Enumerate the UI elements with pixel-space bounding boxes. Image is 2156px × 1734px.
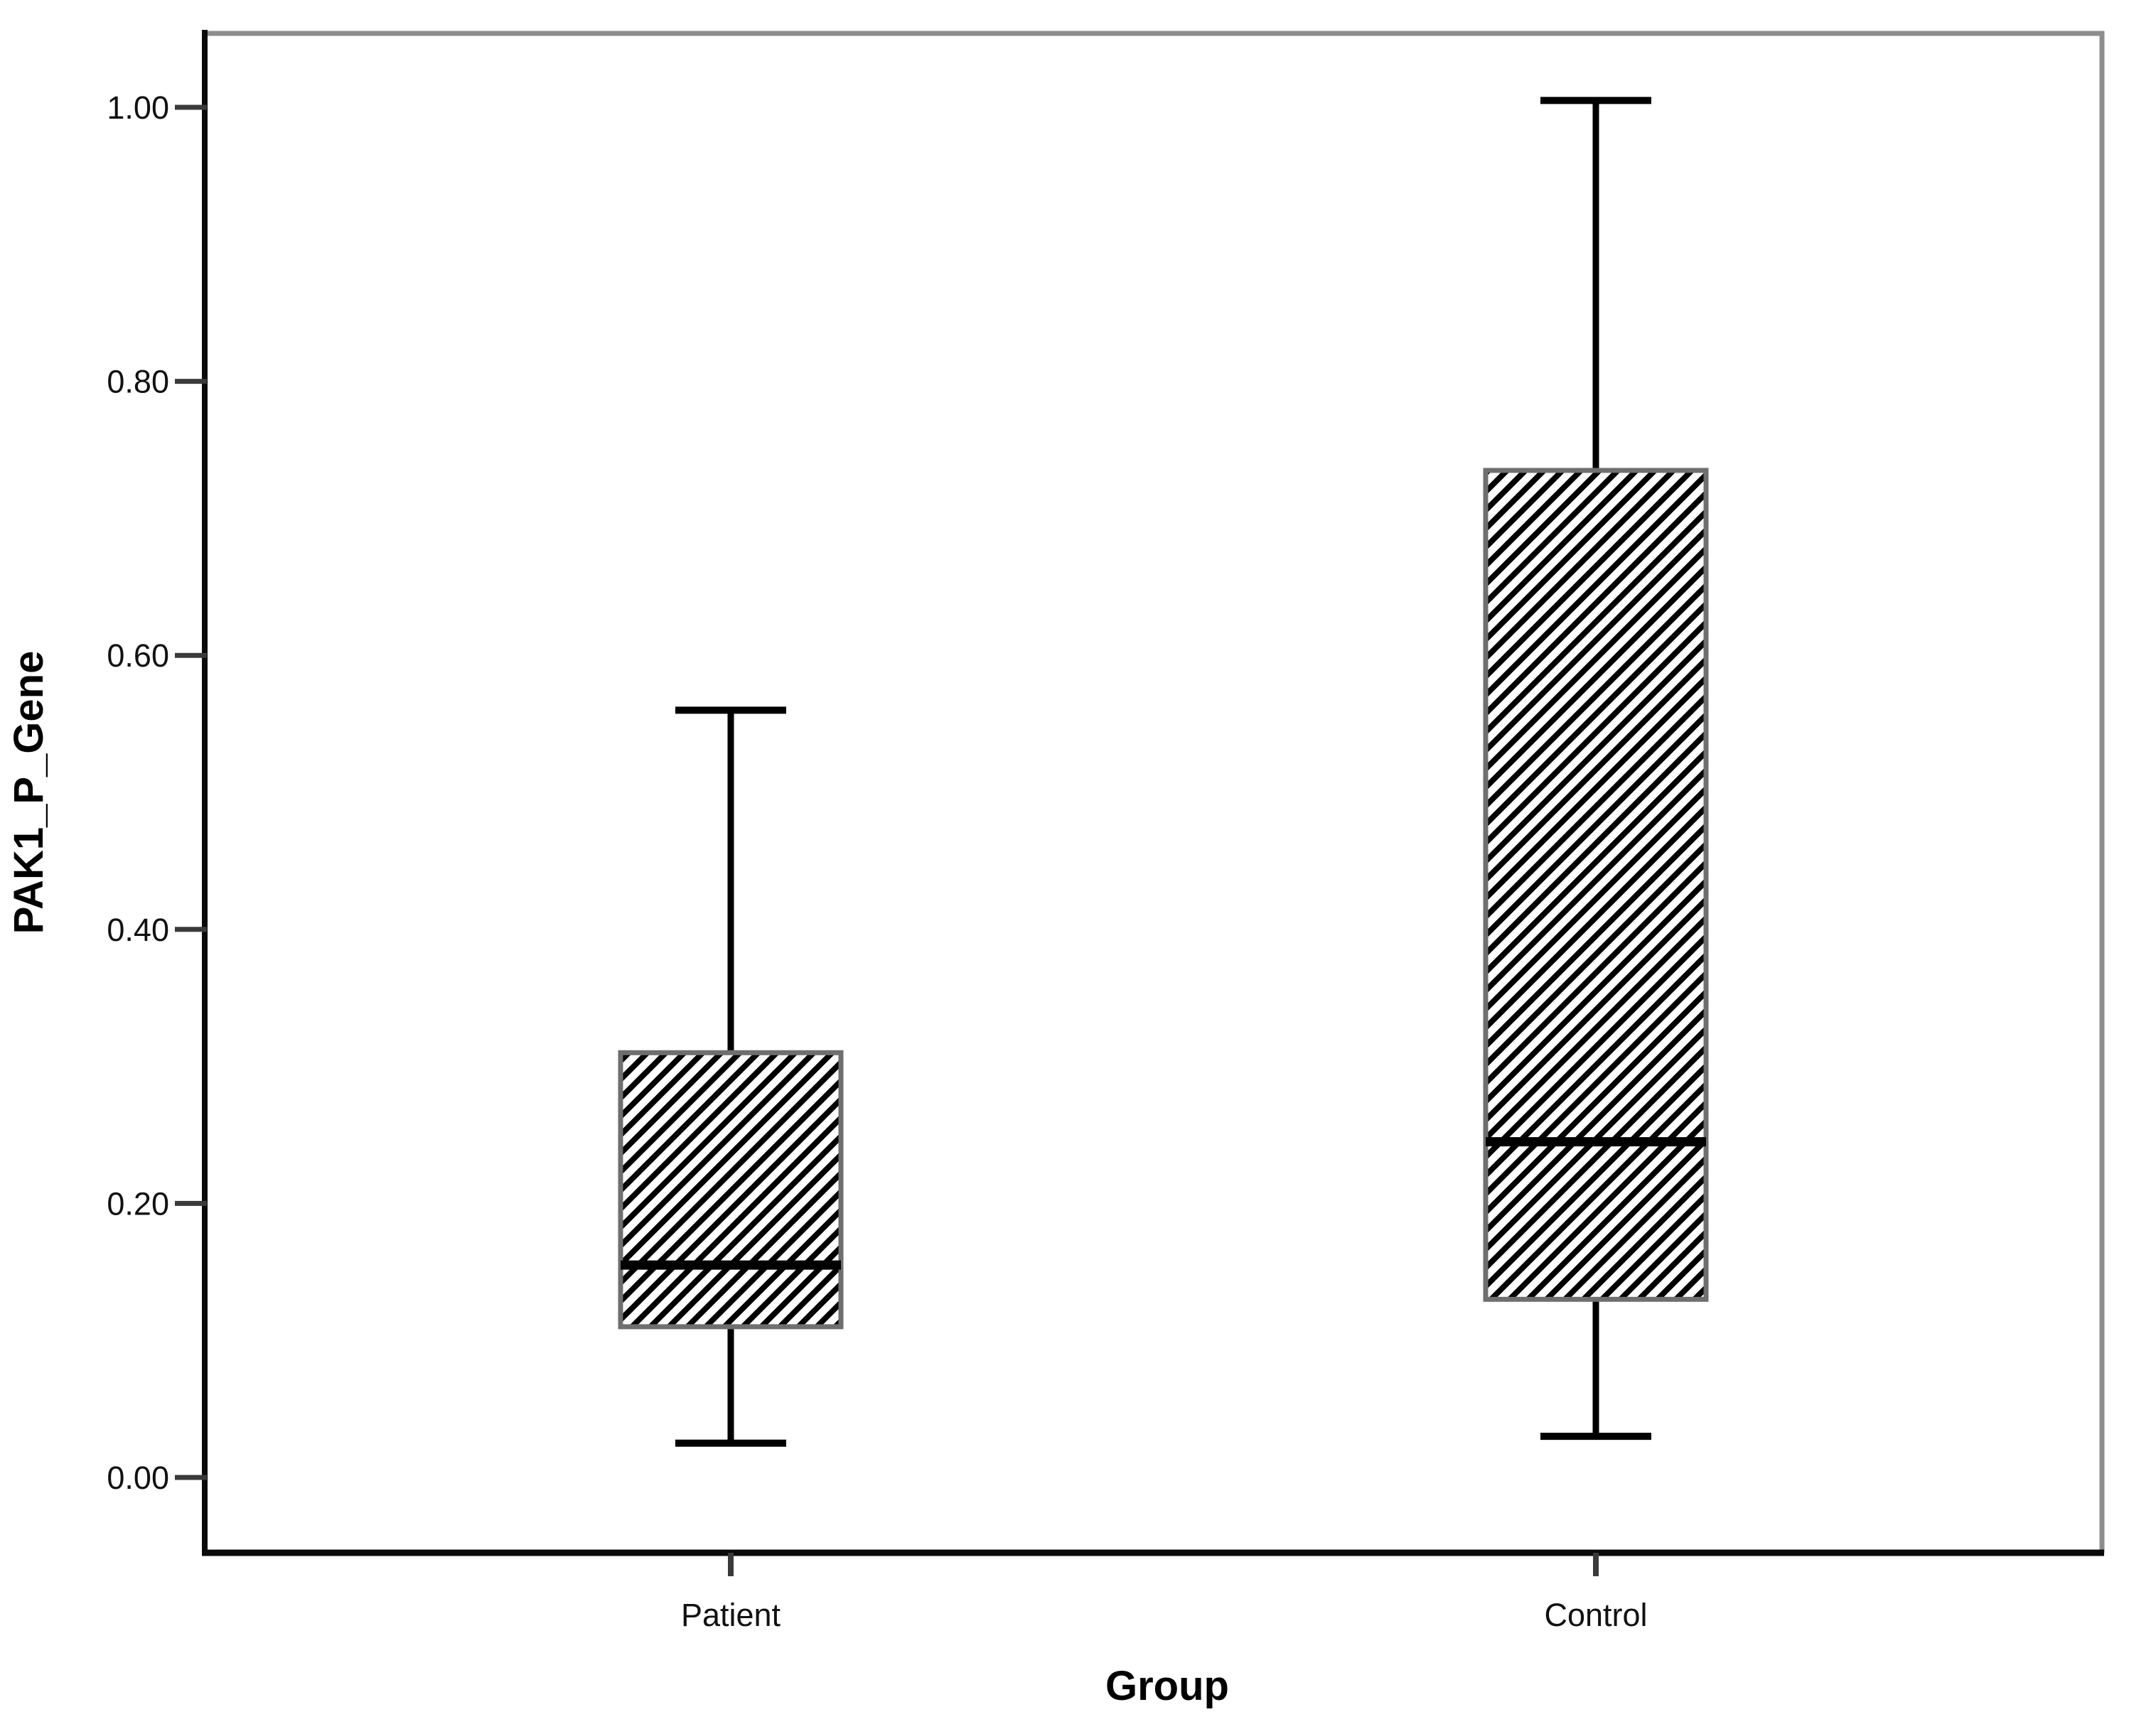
y-tick-label: 0.20 (107, 1185, 169, 1222)
iqr-box (618, 1050, 844, 1330)
iqr-box (1483, 468, 1709, 1302)
box-series (618, 97, 1709, 1447)
y-tick-label: 0.40 (107, 912, 169, 948)
y-tick-label: 0.00 (107, 1460, 169, 1496)
x-axis-title: Group (1105, 1663, 1229, 1709)
y-tick-label: 1.00 (107, 90, 169, 126)
boxplot-patient (618, 706, 844, 1447)
x-category-label: Control (1544, 1597, 1647, 1633)
x-category-label: Patient (681, 1597, 781, 1633)
y-axis-title: PAK1_P_Gene (6, 651, 52, 935)
y-axis-ticks: 0.00 0.20 0.40 0.60 0.80 1.00 (107, 90, 207, 1496)
plot-area (205, 32, 2102, 1553)
y-tick-label: 0.60 (107, 637, 169, 674)
boxplot-control (1483, 97, 1709, 1440)
y-tick-label: 0.80 (107, 364, 169, 400)
x-axis-ticks: Patient Control (681, 1553, 1648, 1633)
